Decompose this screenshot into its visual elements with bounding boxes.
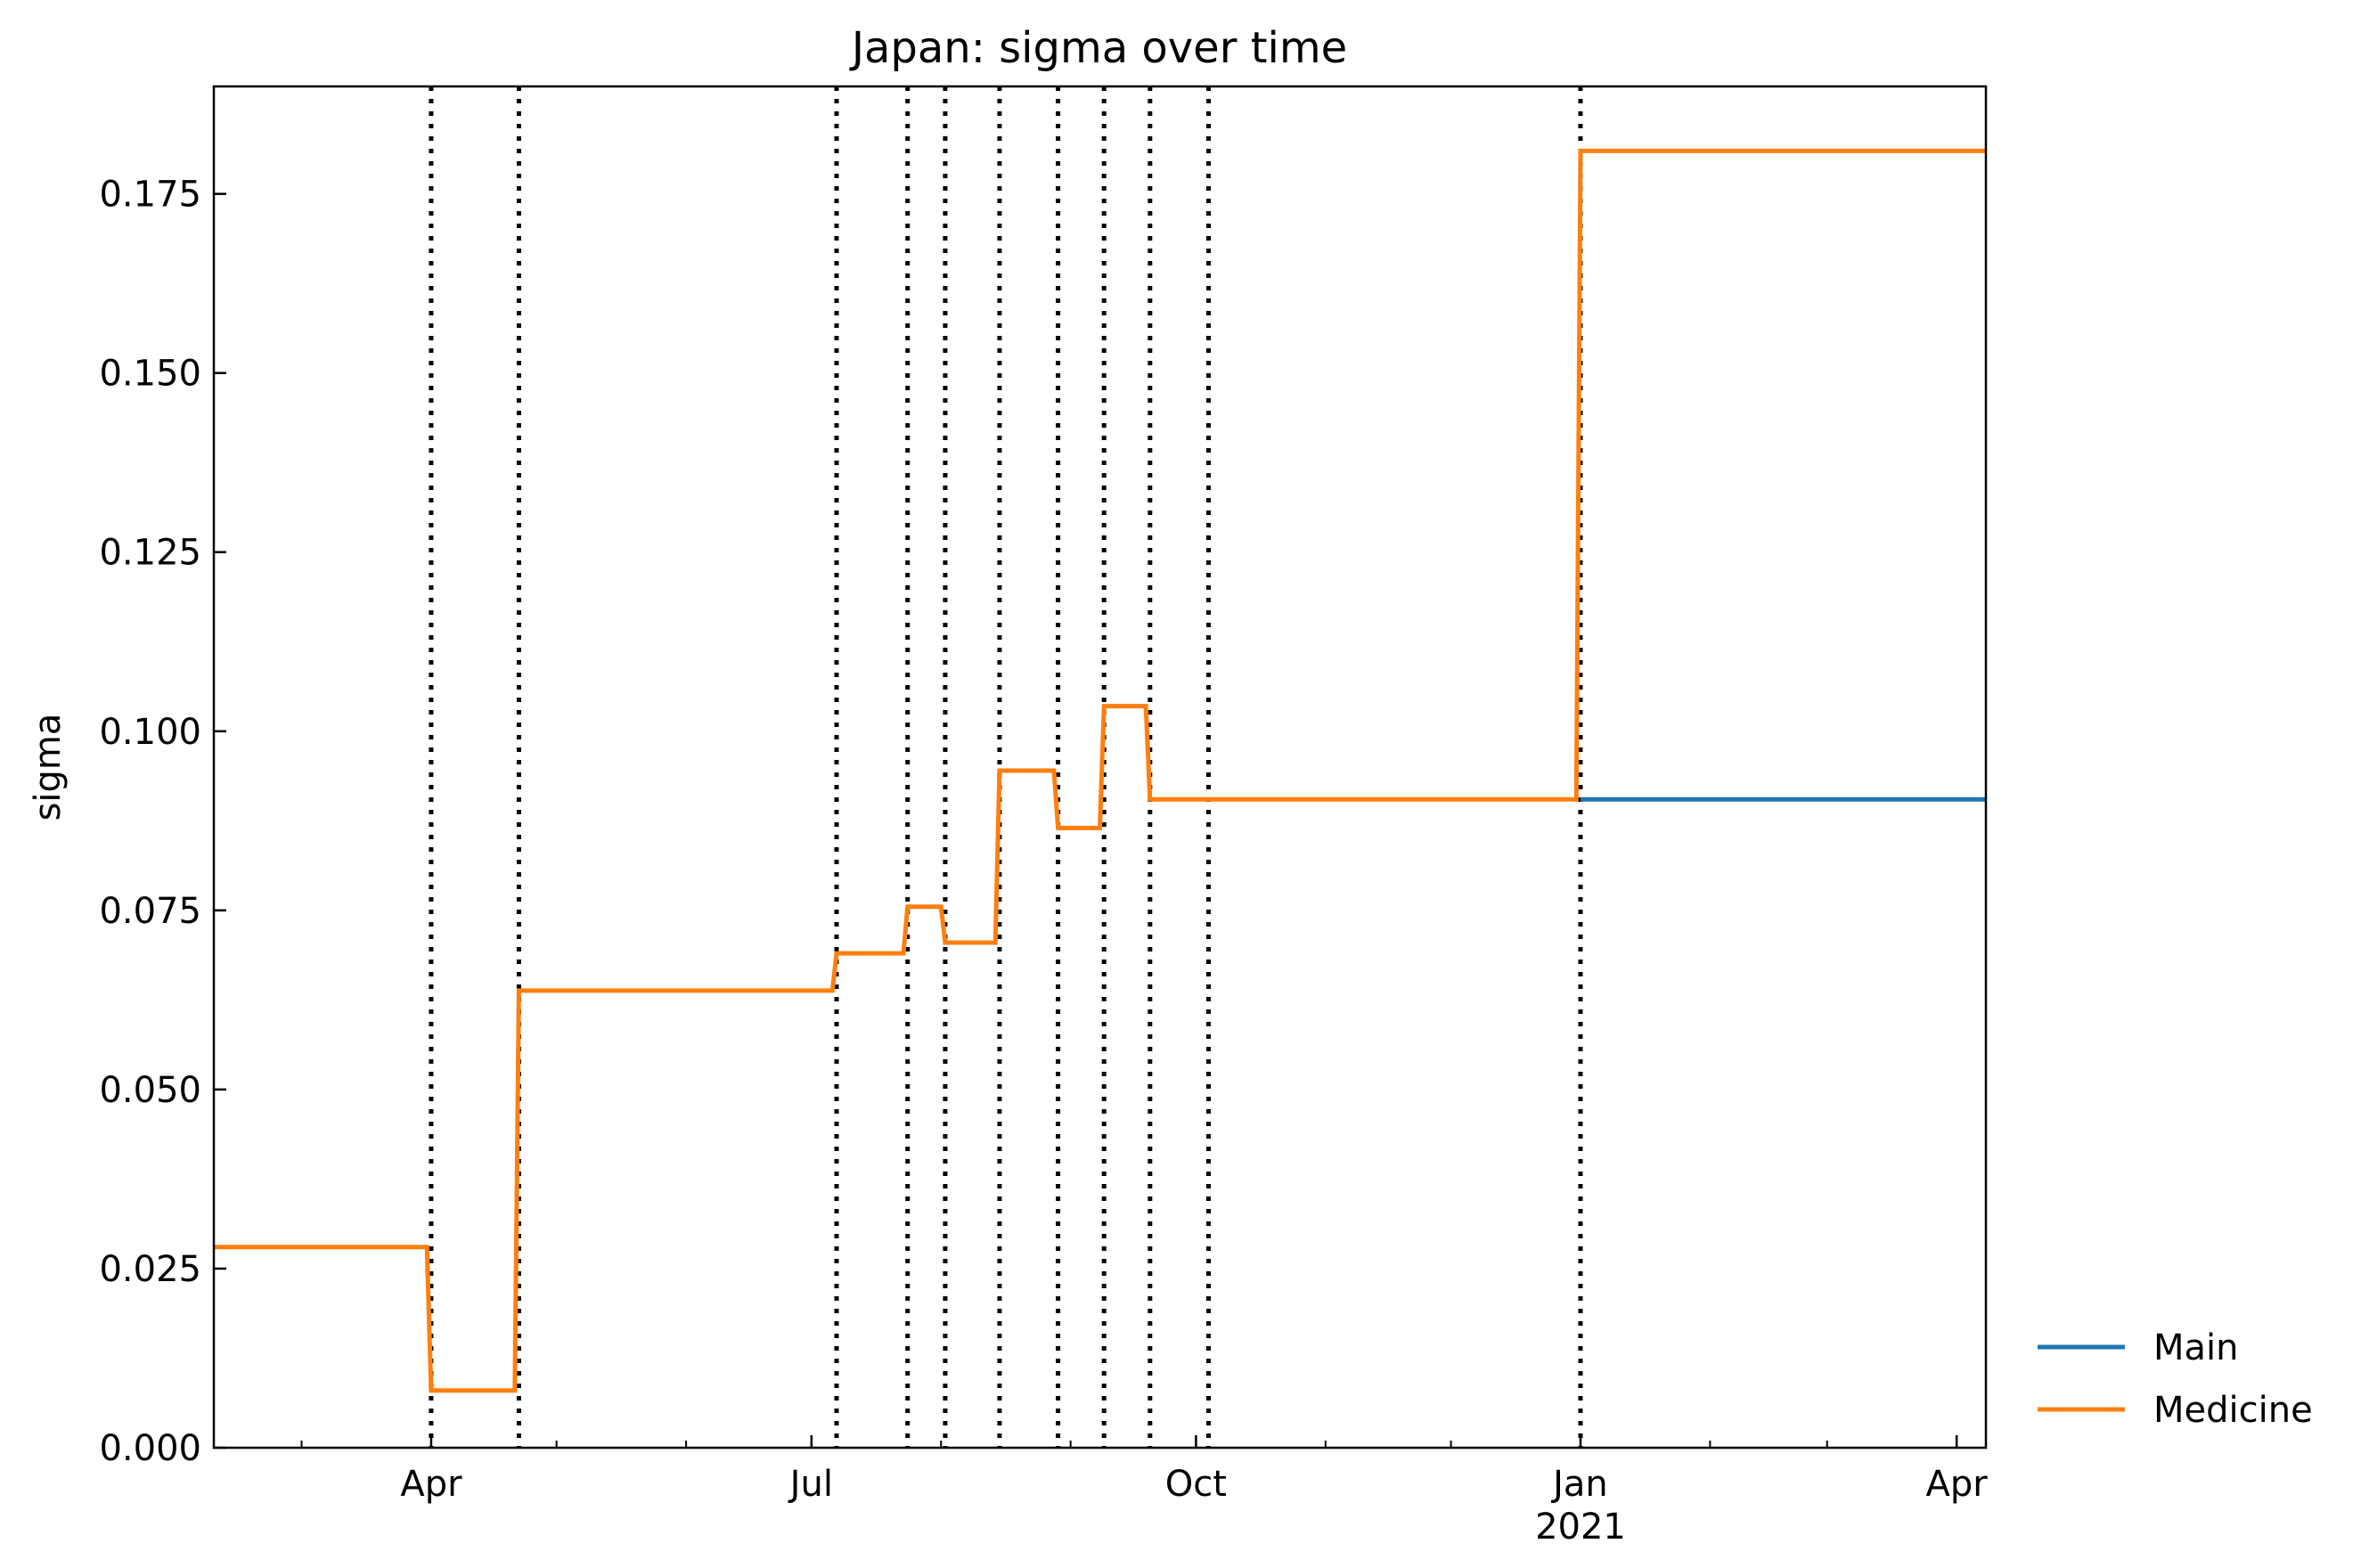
- legend: Main Medicine: [2038, 1327, 2313, 1431]
- y-tick-label: 0.025: [99, 1249, 201, 1290]
- x-tick-year-label: 2021: [1535, 1507, 1626, 1548]
- x-tick-label: Oct: [1165, 1464, 1227, 1505]
- x-tick-label: Jan: [1550, 1464, 1608, 1505]
- plot-frame: [212, 85, 1988, 1450]
- y-tick-label: 0.100: [99, 712, 201, 753]
- y-tick-label: 0.000: [99, 1428, 201, 1469]
- y-tick-label: 0.125: [99, 533, 201, 574]
- legend-label-medicine: Medicine: [2153, 1390, 2313, 1431]
- y-tick-label: 0.175: [99, 175, 201, 216]
- y-axis: 0.000 0.025 0.050 0.075 0.100 0.125 0.150 0.175: [99, 175, 226, 1469]
- chart-title: Japan: sigma over time: [849, 23, 1347, 73]
- series-line-medicine: [214, 148, 1986, 1393]
- legend-label-main: Main: [2153, 1327, 2239, 1368]
- series-layer: [214, 148, 1986, 1393]
- y-axis-title: sigma: [28, 714, 69, 821]
- x-tick-label: Jul: [788, 1464, 833, 1505]
- y-tick-label: 0.075: [99, 891, 201, 932]
- y-tick-label: 0.150: [99, 354, 201, 395]
- x-tick-label: Apr: [400, 1464, 462, 1505]
- x-tick-label: Apr: [1926, 1464, 1989, 1505]
- y-tick-label: 0.050: [99, 1070, 201, 1111]
